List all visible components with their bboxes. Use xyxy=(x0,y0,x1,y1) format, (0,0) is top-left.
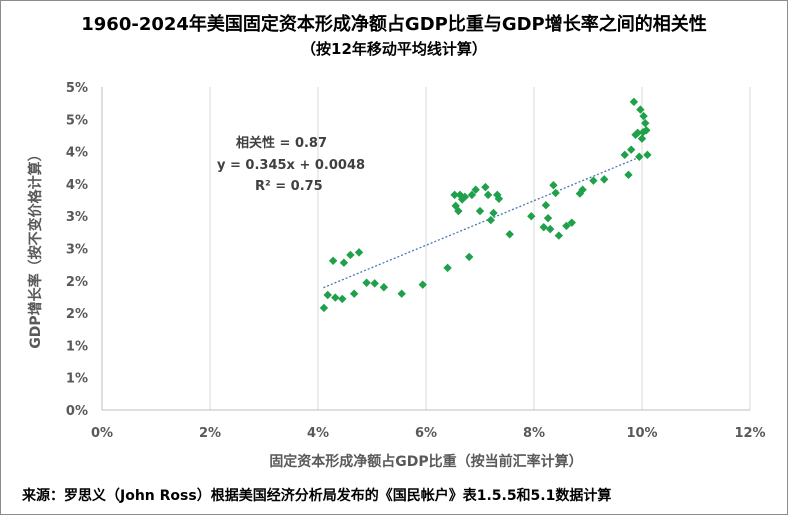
y-tick-label: 0% xyxy=(66,404,88,419)
data-point xyxy=(575,189,585,198)
x-tick-label: 6% xyxy=(415,426,437,441)
data-point xyxy=(319,303,329,313)
data-point xyxy=(349,289,359,298)
data-point xyxy=(450,190,459,200)
data-point xyxy=(637,134,647,143)
source-note: 来源：罗思义（John Ross）根据美国经济分析局发布的《国民帐户》表1.5.… xyxy=(22,488,612,504)
data-point xyxy=(471,185,480,194)
data-point xyxy=(467,190,477,200)
data-point xyxy=(578,185,587,194)
data-point xyxy=(549,180,558,190)
data-points xyxy=(319,97,652,313)
data-point xyxy=(543,213,553,223)
y-tick-label: 1% xyxy=(66,372,88,387)
data-point xyxy=(338,294,347,304)
data-point xyxy=(562,221,571,231)
y-axis-label: GDP增长率（按不变价格计算） xyxy=(27,147,44,348)
y-tick-label: 3% xyxy=(66,210,88,225)
data-point xyxy=(486,215,495,225)
data-point xyxy=(627,145,636,154)
data-point xyxy=(397,289,406,298)
data-point xyxy=(641,118,650,128)
data-point xyxy=(354,248,364,257)
data-point xyxy=(465,252,474,262)
data-point xyxy=(328,256,338,265)
y-tick-label: 5% xyxy=(66,113,88,128)
data-point xyxy=(554,231,564,240)
data-point xyxy=(323,290,332,300)
y-tick-label: 3% xyxy=(66,243,88,258)
y-tick-label: 1% xyxy=(66,339,88,354)
chart-title: 1960-2024年美国固定资本形成净额占GDP比重与GDP增长率之间的相关性 xyxy=(81,14,707,35)
data-point xyxy=(639,111,648,121)
data-point xyxy=(541,201,551,210)
data-point xyxy=(642,126,651,135)
chart-subtitle: （按12年移动平均线计算） xyxy=(301,40,487,58)
data-point xyxy=(331,293,340,302)
y-tick-label: 4% xyxy=(66,178,88,193)
data-point xyxy=(346,250,355,260)
data-point xyxy=(636,105,645,114)
data-point xyxy=(454,206,463,216)
annotation-regression-equation: y = 0.345x + 0.0048 xyxy=(217,158,365,173)
x-tick-label: 2% xyxy=(199,426,221,441)
y-tick-label: 5% xyxy=(66,81,88,96)
data-point xyxy=(494,194,504,203)
data-point xyxy=(567,218,576,227)
annotation-r-squared: R² = 0.75 xyxy=(255,179,323,194)
x-tick-label: 4% xyxy=(307,426,329,441)
data-point xyxy=(483,190,493,200)
x-tick-label: 12% xyxy=(734,426,765,441)
data-point xyxy=(443,263,452,273)
data-point xyxy=(362,278,371,287)
data-point xyxy=(633,128,642,138)
data-point xyxy=(481,182,490,192)
data-point xyxy=(539,222,548,232)
data-point xyxy=(546,224,555,234)
data-point xyxy=(475,206,485,216)
data-point xyxy=(418,280,427,289)
data-point xyxy=(589,176,598,185)
data-point xyxy=(638,128,648,137)
data-point xyxy=(527,212,536,221)
data-point xyxy=(370,279,379,288)
x-axis-label: 固定资本形成净额占GDP比重（按当前汇率计算） xyxy=(269,453,582,470)
data-point xyxy=(379,283,389,292)
y-tick-label: 2% xyxy=(66,307,88,322)
data-point xyxy=(624,170,633,180)
y-tick-label: 2% xyxy=(66,275,88,290)
trendline xyxy=(323,155,643,289)
x-tick-label: 8% xyxy=(523,426,545,441)
x-tick-label: 0% xyxy=(91,426,113,441)
data-point xyxy=(643,150,652,160)
data-point xyxy=(339,258,349,267)
data-point xyxy=(505,230,514,239)
data-point xyxy=(551,188,560,198)
x-tick-label: 10% xyxy=(626,426,657,441)
data-point xyxy=(635,152,644,161)
y-tick-label: 4% xyxy=(66,146,88,161)
annotation-correlation: 相关性 = 0.87 xyxy=(236,135,327,151)
data-point xyxy=(460,192,470,202)
data-point xyxy=(629,97,639,107)
gridlines xyxy=(209,87,751,410)
data-point xyxy=(620,150,629,160)
data-point xyxy=(600,175,609,184)
tick-labels: 0% 2% 4% 6% 8% 10% 12% 0% 1% 1% 2% 2% 3% 3% 4% 4% 5% 5% xyxy=(66,81,766,441)
data-point xyxy=(489,208,498,218)
